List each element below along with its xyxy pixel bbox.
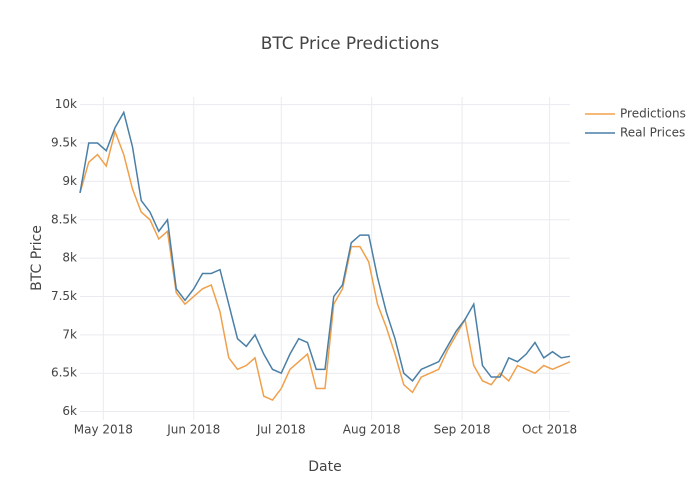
y-tick-label: 6k xyxy=(62,404,77,418)
y-axis-label: BTC Price xyxy=(29,225,45,291)
y-tick-label: 8.5k xyxy=(51,212,77,226)
y-tick-label: 6.5k xyxy=(51,366,77,380)
y-tick-label: 9k xyxy=(62,174,77,188)
y-tick-label: 9.5k xyxy=(51,136,77,150)
x-tick-label: Aug 2018 xyxy=(343,423,401,437)
x-tick-label: Jun 2018 xyxy=(166,423,220,437)
x-tick-label: Sep 2018 xyxy=(434,423,491,437)
series-line xyxy=(79,110,571,382)
x-axis-label: Date xyxy=(308,459,341,475)
legend-label: Predictions xyxy=(620,107,686,121)
y-tick-label: 8k xyxy=(62,251,77,265)
y-tick-label: 7.5k xyxy=(51,289,77,303)
x-tick-label: Jul 2018 xyxy=(256,423,306,437)
x-tick-label: Oct 2018 xyxy=(522,423,577,437)
series-line xyxy=(79,129,571,401)
y-tick-label: 10k xyxy=(55,97,77,111)
legend-label: Real Prices xyxy=(620,126,685,140)
x-tick-label: May 2018 xyxy=(74,423,133,437)
chart-title: BTC Price Predictions xyxy=(261,34,440,54)
y-tick-label: 7k xyxy=(62,327,77,341)
